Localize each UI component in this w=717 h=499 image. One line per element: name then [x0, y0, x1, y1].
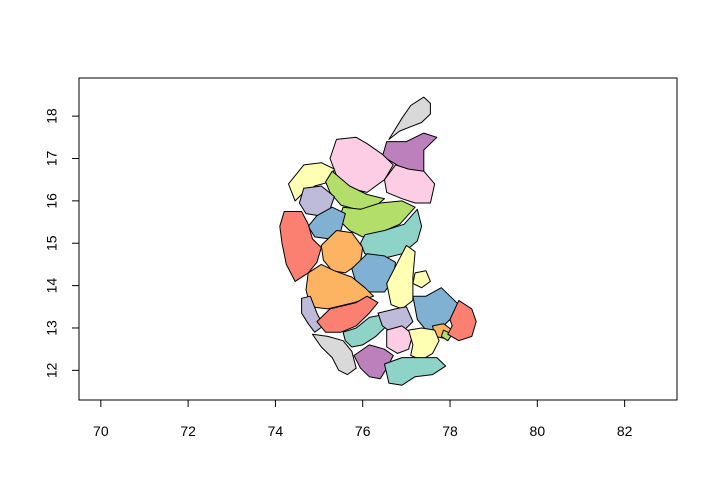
district-polygons — [279, 96, 477, 386]
district-polygon-26 — [408, 327, 440, 361]
x-tick-label: 74 — [268, 423, 284, 439]
x-tick-label: 76 — [355, 423, 371, 439]
district-polygon-1 — [388, 96, 431, 140]
district-polygon-19 — [342, 314, 388, 348]
district-polygon-24 — [447, 299, 477, 342]
x-tick-label: 72 — [180, 423, 196, 439]
x-axis: 70 72 74 76 78 80 82 — [93, 399, 633, 439]
y-tick-label: 13 — [44, 320, 60, 336]
y-axis: 12 13 14 15 16 17 18 — [44, 108, 80, 378]
district-polygon-15 — [412, 270, 431, 289]
district-polygon-14 — [386, 244, 416, 310]
district-polygon-27 — [312, 333, 357, 376]
y-tick-label: 18 — [44, 108, 60, 124]
y-tick-label: 14 — [44, 278, 60, 294]
district-polygon-29 — [384, 357, 447, 386]
district-polygon-18 — [316, 295, 379, 333]
y-tick-label: 12 — [44, 362, 60, 378]
y-tick-label: 16 — [44, 193, 60, 209]
y-tick-label: 15 — [44, 235, 60, 251]
x-tick-label: 78 — [442, 423, 458, 439]
x-tick-label: 82 — [617, 423, 633, 439]
district-polygon-8 — [338, 200, 416, 238]
district-polygon-20 — [377, 306, 414, 333]
x-tick-label: 80 — [530, 423, 546, 439]
district-polygon-4 — [384, 164, 436, 204]
district-polygon-25 — [386, 325, 414, 354]
x-tick-label: 70 — [93, 423, 109, 439]
y-tick-label: 17 — [44, 151, 60, 167]
district-polygon-11 — [279, 211, 322, 282]
